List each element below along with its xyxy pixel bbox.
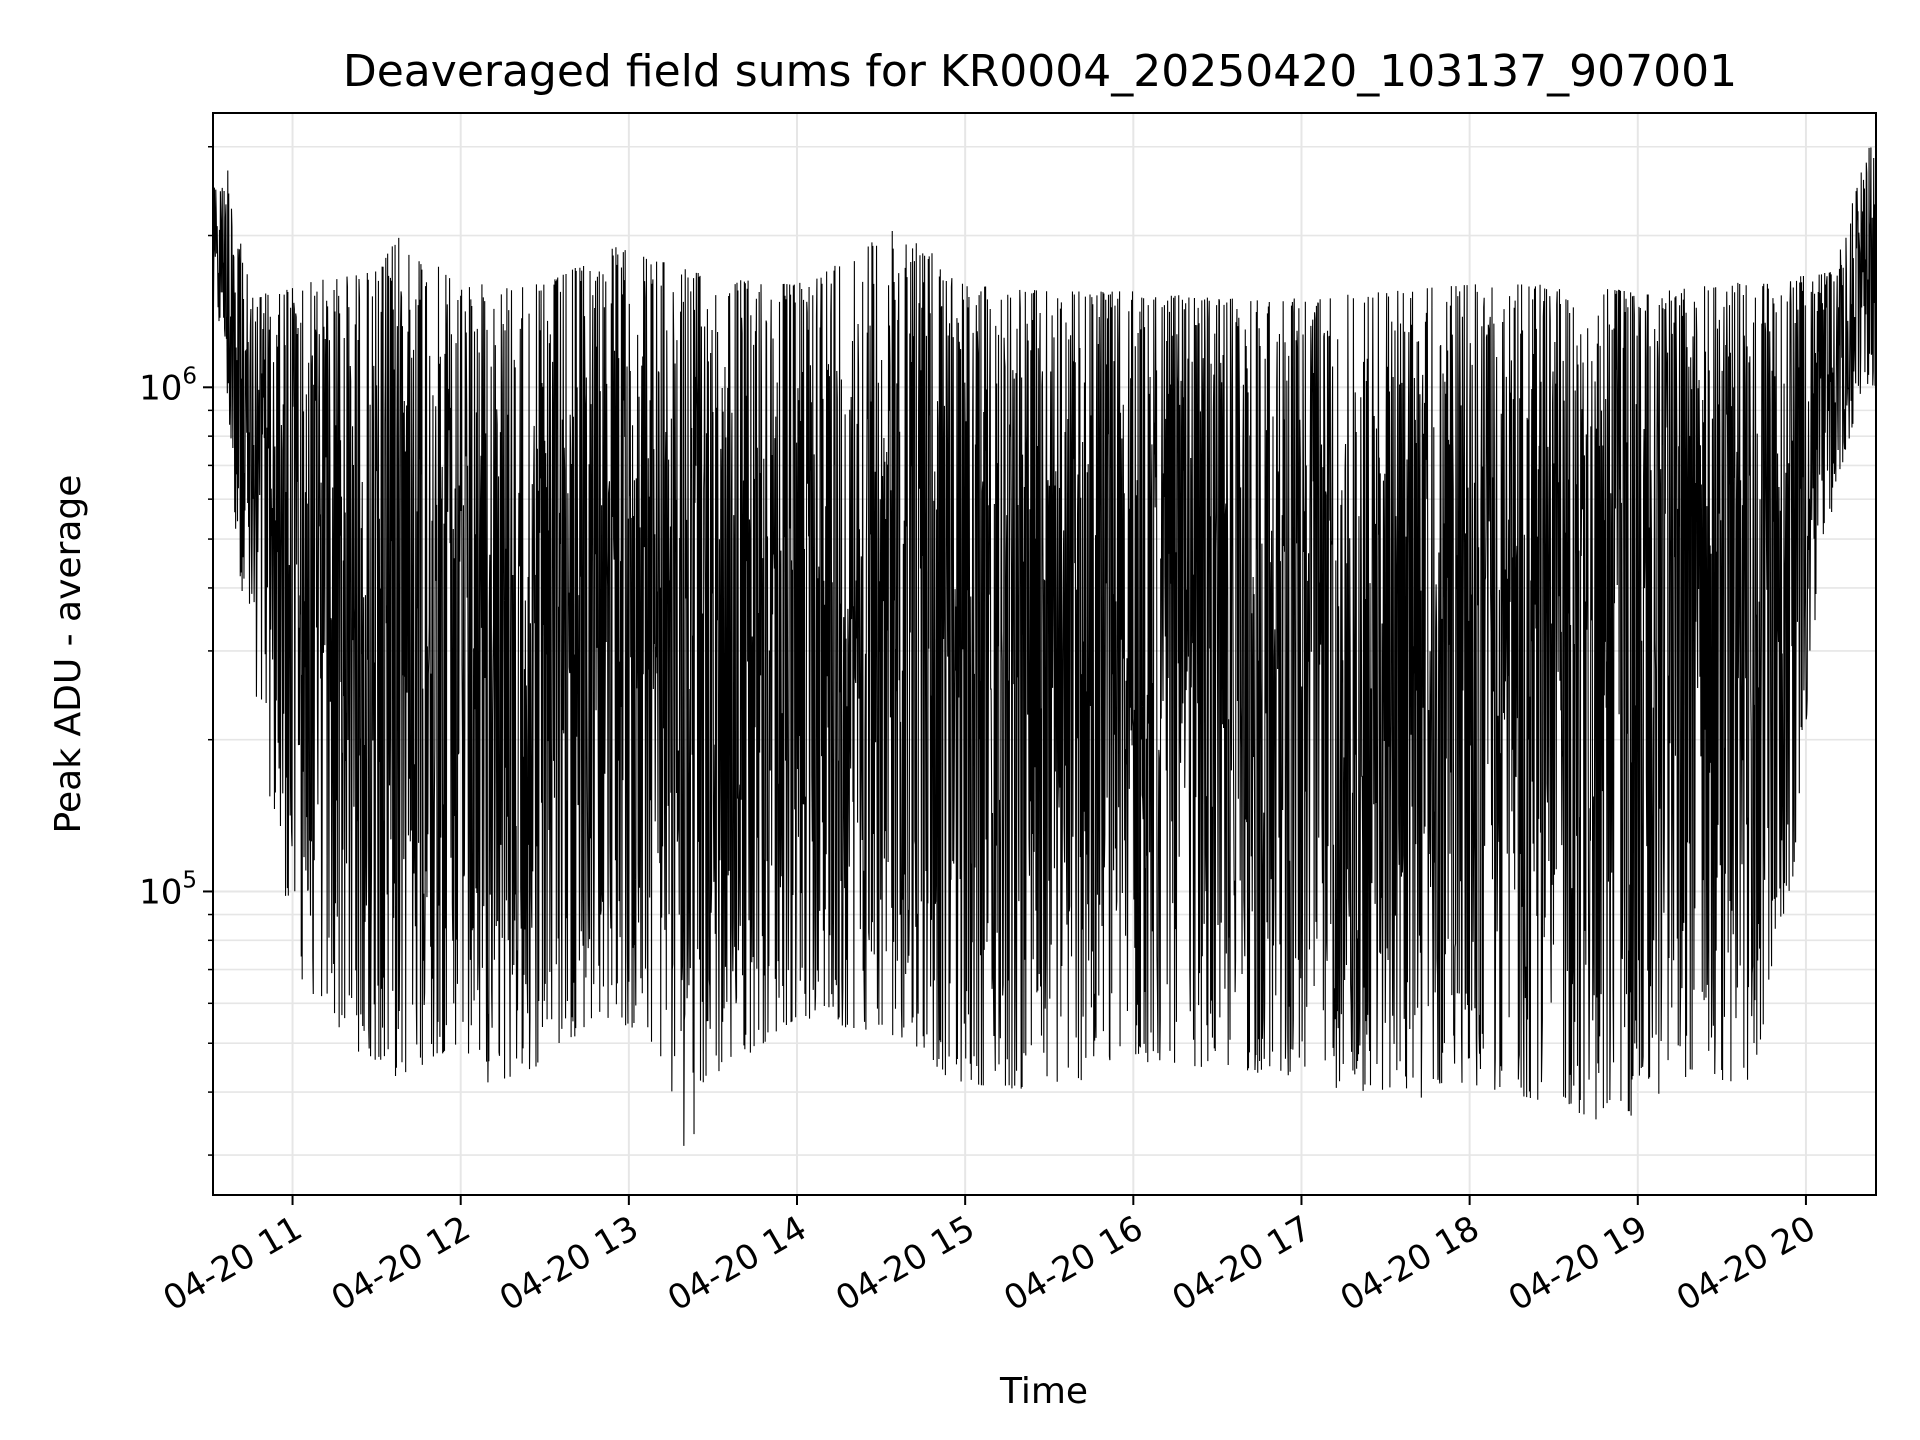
y-axis-ticks: 105 106 [139,146,213,1156]
chart-title: Deaveraged field sums for KR0004_2025042… [343,46,1737,97]
x-axis-label: Time [999,1371,1088,1412]
plot-frame [212,112,1877,1196]
y-tick-label: 105 [139,867,197,912]
y-axis-label: Peak ADU - average [48,475,89,834]
series-line [213,147,1876,1146]
y-tick-label: 106 [139,363,197,408]
